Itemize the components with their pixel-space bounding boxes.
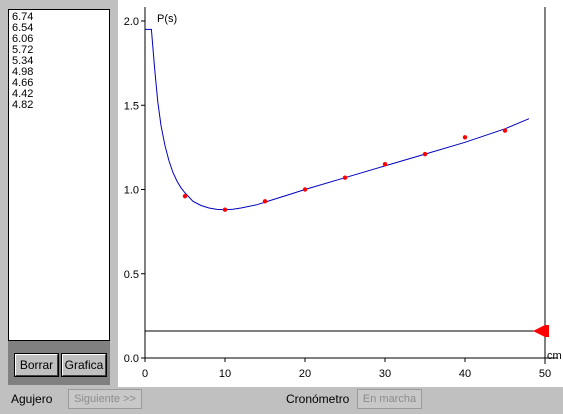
data-point xyxy=(502,128,508,133)
data-point xyxy=(342,175,348,180)
x-tick-label: 20 xyxy=(299,368,311,380)
borrar-button[interactable]: Borrar xyxy=(14,353,59,377)
y-tick-label: 1.5 xyxy=(124,100,139,112)
bottom-toolbar: Agujero Siguiente >> Cronómetro En march… xyxy=(0,387,563,414)
fit-curve xyxy=(145,28,530,211)
data-point xyxy=(382,162,388,167)
en-marcha-button[interactable]: En marcha xyxy=(357,389,422,409)
grafica-button[interactable]: Grafica xyxy=(61,353,107,377)
chart: 0.0 0.5 1.0 1.5 2.0 0 10 20 30 40 50 P(s) cm xyxy=(124,7,562,380)
x-tick-label: 40 xyxy=(459,368,471,380)
siguiente-button[interactable]: Siguiente >> xyxy=(68,389,142,409)
x-tick-label: 30 xyxy=(379,368,391,380)
button-panel: Borrar Grafica xyxy=(8,341,110,385)
y-tick-label: 0.5 xyxy=(124,269,139,281)
data-point xyxy=(182,194,188,199)
list-item[interactable]: 5.72 xyxy=(12,44,34,56)
list-item[interactable]: 6.06 xyxy=(12,33,34,45)
list-item[interactable]: 5.34 xyxy=(12,55,34,67)
list-item[interactable]: 4.82 xyxy=(12,99,34,111)
y-tick-label: 1.0 xyxy=(124,185,139,197)
values-listbox[interactable]: 6.74 6.54 6.06 5.72 5.34 4.98 4.66 4.42 4.82 xyxy=(8,9,110,341)
marker-handle xyxy=(545,325,549,338)
list-item[interactable]: 4.98 xyxy=(12,66,34,78)
agujero-label: Agujero xyxy=(11,392,53,406)
marker-arrow xyxy=(533,325,545,338)
y-tick-label: 2.0 xyxy=(124,16,139,28)
x-tick-label: 0 xyxy=(142,368,148,380)
x-tick-label: 50 xyxy=(539,368,551,380)
list-item[interactable]: 6.74 xyxy=(12,11,34,23)
data-point xyxy=(262,199,268,204)
y-tick-label: 0.0 xyxy=(124,353,139,365)
list-item[interactable]: 6.54 xyxy=(12,22,34,34)
data-point xyxy=(422,151,428,157)
plot-area: 0.0 0.5 1.0 1.5 2.0 0 10 20 30 40 50 P(s) cm xyxy=(118,0,563,387)
cronometro-label: Cronómetro xyxy=(286,392,350,406)
data-point xyxy=(302,187,308,192)
data-point xyxy=(222,207,228,212)
list-item[interactable]: 4.42 xyxy=(12,88,34,100)
x-axis-label: cm xyxy=(547,350,562,362)
data-point xyxy=(462,135,468,140)
list-item[interactable]: 4.66 xyxy=(12,77,34,89)
x-tick-label: 10 xyxy=(219,368,231,380)
y-axis-label: P(s) xyxy=(157,13,177,25)
